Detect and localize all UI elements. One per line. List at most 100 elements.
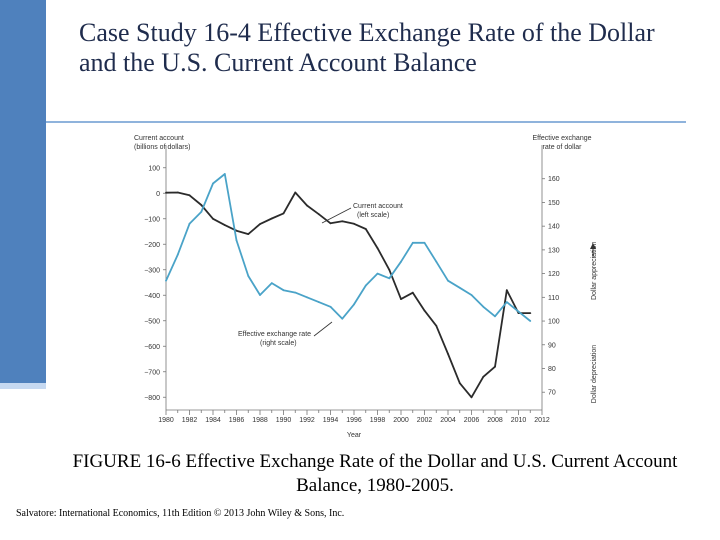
current-account-point — [353, 222, 355, 225]
current-account-point — [188, 194, 191, 197]
current-account-point — [212, 217, 214, 220]
x-tick-label: 2004 — [440, 417, 456, 424]
exchange-rate-point — [482, 305, 485, 308]
exchange-rate-point — [317, 301, 320, 303]
right-tick-label: 80 — [548, 366, 556, 373]
current-account-point — [400, 298, 402, 300]
current-account-point — [223, 224, 226, 226]
x-tick-label: 1994 — [323, 417, 339, 424]
exchange-rate-point — [294, 291, 297, 294]
exchange-rate-point — [458, 286, 461, 289]
copyright-credit: Salvatore: International Economics, 11th… — [16, 508, 345, 519]
right-tick-label: 120 — [548, 271, 560, 278]
current-account-line — [165, 191, 531, 399]
exchange-rate-point — [176, 253, 179, 256]
x-tick-label: 2008 — [487, 417, 503, 424]
x-tick-label: 2002 — [417, 417, 433, 424]
exchange-rate-point — [411, 241, 414, 244]
exchange-rate-point — [235, 239, 238, 242]
current-account-point — [165, 191, 167, 194]
current-account-point — [247, 233, 250, 235]
left-tick-label: −100 — [144, 216, 160, 223]
current-account-point — [505, 289, 508, 292]
x-tick-label: 1990 — [276, 417, 292, 424]
x-tick-label: 2000 — [393, 417, 409, 424]
title-rule — [46, 121, 686, 123]
exchange-rate-point — [212, 182, 214, 185]
right-tick-label: 150 — [548, 200, 560, 207]
exchange-rate-point — [165, 279, 167, 282]
current-account-point — [270, 217, 273, 220]
current-account-point — [364, 228, 367, 230]
right-tick-label: 110 — [548, 295, 559, 302]
exchange-rate-point — [353, 303, 355, 306]
dollar-appreciation-label: Dollar appreciation — [591, 242, 598, 300]
x-tick-label: 2006 — [464, 417, 480, 424]
exchange-rate-point — [188, 222, 191, 225]
current-account-point — [341, 220, 344, 223]
left-tick-label: −500 — [144, 318, 160, 325]
exchange-rate-point — [306, 296, 308, 299]
left-tick-label: −700 — [144, 369, 160, 376]
current-account-point — [494, 365, 496, 368]
right-tick-label: 130 — [548, 247, 560, 254]
current-account-point — [329, 222, 332, 225]
exchange-rate-point — [494, 315, 496, 318]
current-account-point — [317, 213, 320, 216]
figure-caption: FIGURE 16-6 Effective Exchange Rate of t… — [72, 451, 678, 496]
accent-bar-light — [0, 383, 46, 389]
exchange-rate-point — [388, 277, 391, 280]
exchange-rate-point — [282, 289, 285, 292]
exchange-rate-point — [505, 301, 508, 303]
axes: Current account (billions of dollars) Effe… — [134, 135, 592, 439]
left-tick-label: 0 — [156, 191, 160, 198]
x-tick-label: 1996 — [346, 417, 362, 424]
current-account-point — [482, 375, 485, 378]
slide-title: Case Study 16-4 Effective Exchange Rate … — [79, 18, 655, 77]
right-tick-label: 70 — [548, 390, 556, 397]
series-layer — [165, 173, 532, 399]
exchange-rate-label-line2: (right scale) — [260, 340, 297, 347]
right-tick-label: 90 — [548, 342, 556, 349]
left-tick-label: −400 — [144, 293, 160, 300]
exchange-rate-point — [529, 320, 532, 322]
current-account-point — [458, 382, 461, 385]
current-account-point — [282, 212, 285, 215]
exchange-rate-current-account-chart: Current account (billions of dollars) Effe… — [134, 135, 598, 439]
dollar-depreciation-label: Dollar depreciation — [591, 345, 598, 403]
right-axis-title: Effective exchange — [532, 135, 591, 142]
x-tick-label: 1988 — [252, 417, 268, 424]
current-account-point — [470, 396, 473, 399]
current-account-pointer — [321, 207, 352, 224]
current-account-point — [376, 247, 379, 249]
exchange-rate-point — [447, 279, 449, 282]
current-account-point — [388, 268, 391, 271]
current-account-point — [235, 229, 238, 232]
left-tick-label: −800 — [144, 395, 160, 402]
current-account-point — [411, 291, 414, 294]
current-account-point — [447, 353, 449, 355]
exchange-rate-point — [470, 294, 473, 296]
exchange-rate-point — [259, 294, 261, 296]
right-axis-title: rate of dollar — [543, 144, 583, 151]
x-tick-label: 2012 — [534, 417, 550, 424]
left-tick-label: −200 — [144, 242, 160, 249]
exchange-rate-label-line1: Effective exchange rate — [238, 331, 311, 338]
exchange-rate-point — [329, 305, 332, 308]
current-account-point — [200, 204, 203, 206]
x-axis-title: Year — [347, 432, 362, 439]
current-account-point — [259, 223, 261, 225]
exchange-rate-pointer — [313, 321, 333, 337]
x-tick-label: 1986 — [229, 417, 245, 424]
x-tick-label: 2010 — [511, 417, 527, 424]
right-tick-label: 160 — [548, 176, 560, 183]
left-tick-label: −300 — [144, 267, 160, 274]
exchange-rate-point — [270, 282, 273, 284]
current-account-point — [294, 191, 297, 194]
exchange-rate-point — [364, 284, 367, 287]
x-tick-label: 1992 — [299, 417, 315, 424]
left-tick-label: −600 — [144, 344, 160, 351]
current-account-label-line2: (left scale) — [357, 212, 389, 219]
current-account-point — [435, 324, 438, 327]
